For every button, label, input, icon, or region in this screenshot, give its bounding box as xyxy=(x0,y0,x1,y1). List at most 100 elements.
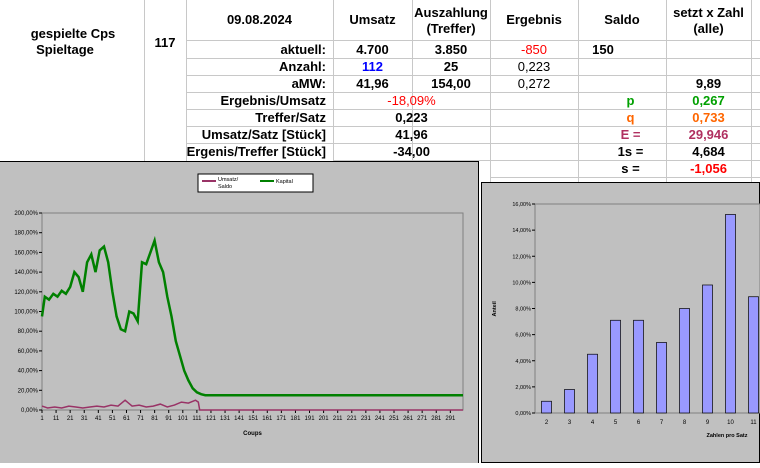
x-tick-label: 241 xyxy=(375,416,386,422)
x-tick-label: 8 xyxy=(683,420,687,426)
y-axis-label: Anteil xyxy=(492,301,498,317)
x-tick-label: 10 xyxy=(727,420,734,426)
x-tick-label: 1 xyxy=(40,416,44,422)
x-tick-label: 31 xyxy=(81,416,88,422)
bar xyxy=(748,296,759,414)
y-tick-label: 4,00% xyxy=(515,359,531,365)
kapital-line-chart[interactable]: 0,00% 20,00% 40,00% 60,00% 80,00% 100,00% 120,… xyxy=(0,161,479,463)
amw-ergebnis: 0,272 xyxy=(517,76,551,91)
plot-area xyxy=(41,212,464,411)
x-tick-label: 291 xyxy=(445,416,456,422)
param-q-value: 0,733 xyxy=(692,110,725,125)
aktuell-saldo: 150 xyxy=(592,42,614,57)
series-line-umsatz-saldo xyxy=(41,399,463,411)
y-tick-label: 80,00% xyxy=(18,329,39,335)
anzahl-umsatz: 112 xyxy=(362,59,383,74)
x-tick-label: 71 xyxy=(137,416,144,422)
bar xyxy=(679,308,690,414)
bar xyxy=(610,319,621,414)
param-p-label: p xyxy=(626,93,635,108)
bar xyxy=(633,319,644,414)
distribution-bar-chart[interactable]: 0,00% 2,00% 4,00% 6,00% 8,00% 10,00% 12,00% 14,… xyxy=(481,182,760,463)
header-setzt-line2: (alle) xyxy=(693,21,724,36)
legend-label-umsatz: Umsatz/ xyxy=(218,177,239,183)
x-tick-label: 261 xyxy=(403,416,414,422)
bar-chart-svg: 0,00% 2,00% 4,00% 6,00% 8,00% 10,00% 12,00% 14,… xyxy=(492,202,760,439)
bar xyxy=(656,342,667,414)
y-tick-label: 2,00% xyxy=(515,385,531,391)
games-count: 117 xyxy=(154,35,176,50)
x-tick-label: 2 xyxy=(545,420,549,426)
bar xyxy=(587,353,598,414)
grid-line xyxy=(186,109,760,110)
x-tick-label: 41 xyxy=(95,416,102,422)
param-q-label: q xyxy=(626,110,635,125)
legend-label-kapital: Kapital xyxy=(276,179,293,185)
grid-line xyxy=(751,0,752,182)
grid-line xyxy=(666,0,667,182)
x-tick-label: 171 xyxy=(276,416,287,422)
x-tick-label: 21 xyxy=(67,416,74,422)
x-tick-label: 9 xyxy=(706,420,710,426)
stat-value: 41,96 xyxy=(395,127,428,142)
x-tick-label: 7 xyxy=(660,420,664,426)
x-tick-label: 251 xyxy=(389,416,400,422)
x-tick-label: 151 xyxy=(248,416,259,422)
grid-line xyxy=(412,0,413,161)
param-s-label: s = xyxy=(621,161,640,176)
x-tick-label: 51 xyxy=(109,416,116,422)
x-tick-label: 141 xyxy=(234,416,245,422)
y-tick-label: 140,00% xyxy=(14,270,38,276)
x-tick-label: 281 xyxy=(431,416,442,422)
bar xyxy=(564,389,575,414)
y-tick-label: 40,00% xyxy=(18,369,39,375)
y-tick-label: 20,00% xyxy=(18,388,39,394)
grid-line xyxy=(186,0,187,161)
x-axis-label: Coups xyxy=(243,431,262,437)
legend-label-umsatz-2: Saldo xyxy=(218,184,232,190)
row-aktuell-label: aktuell: xyxy=(280,42,326,57)
header-auszahlung-line2: (Treffer) xyxy=(426,21,476,36)
x-tick-label: 131 xyxy=(220,416,231,422)
row-anzahl-label: Anzahl: xyxy=(279,59,326,74)
y-tick-label: 0,00% xyxy=(21,408,39,414)
x-tick-label: 181 xyxy=(290,416,301,422)
x-tick-label: 3 xyxy=(568,420,572,426)
amw-umsatz: 41,96 xyxy=(356,76,389,91)
y-tick-label: 180,00% xyxy=(14,231,38,237)
y-tick-label: 8,00% xyxy=(515,307,531,313)
stat-value: -34,00 xyxy=(393,144,430,159)
stat-value: -18,09% xyxy=(387,93,436,108)
x-tick-label: 5 xyxy=(614,420,618,426)
y-tick-label: 120,00% xyxy=(14,290,38,296)
param-e-value: 29,946 xyxy=(688,127,729,142)
x-tick-label: 231 xyxy=(361,416,372,422)
bar xyxy=(702,284,713,414)
grid-line xyxy=(490,0,491,182)
legend-box xyxy=(197,173,314,193)
aktuell-ergebnis: -850 xyxy=(520,42,548,57)
y-tick-label: 0,00% xyxy=(515,411,531,417)
bar xyxy=(541,400,552,414)
y-tick-label: 160,00% xyxy=(14,250,38,256)
y-tick-label: 10,00% xyxy=(512,280,531,286)
y-tick-label: 12,00% xyxy=(512,254,531,260)
grid-line xyxy=(186,40,760,41)
line-chart-svg: 0,00% 20,00% 40,00% 60,00% 80,00% 100,00% 120,… xyxy=(14,173,464,437)
x-tick-label: 91 xyxy=(165,416,172,422)
x-tick-label: 61 xyxy=(123,416,130,422)
x-axis-label: Zahlen pro Satz xyxy=(707,433,748,439)
grid-line xyxy=(144,0,145,161)
grid-line xyxy=(186,126,760,127)
y-tick-label: 60,00% xyxy=(18,349,39,355)
stat-label: Ergebnis/Umsatz xyxy=(220,93,326,108)
grid-line xyxy=(186,75,760,76)
grid-line xyxy=(578,0,579,182)
header-setzt-line1: setzt x Zahl xyxy=(673,5,744,20)
anzahl-ergebnis: 0,223 xyxy=(517,59,551,74)
x-tick-label: 101 xyxy=(178,416,189,422)
y-tick-label: 14,00% xyxy=(512,228,531,234)
plot-area xyxy=(534,203,760,414)
stat-label: Umsatz/Satz [Stück] xyxy=(201,127,326,142)
